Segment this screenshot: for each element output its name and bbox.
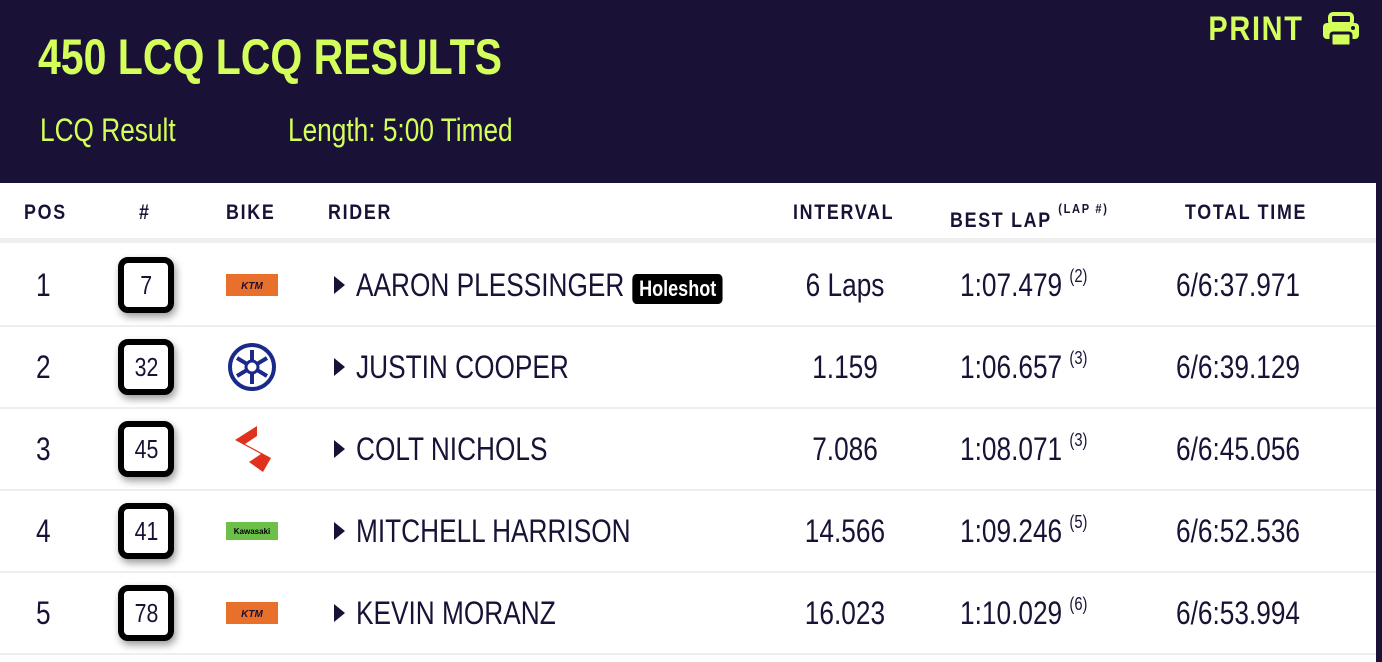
interval: 6 Laps bbox=[805, 266, 885, 303]
rider-number: 78 bbox=[118, 585, 174, 641]
best-lap: 1:07.479 (2) bbox=[960, 266, 1088, 303]
caret-right-icon bbox=[334, 358, 345, 376]
rider-cell[interactable]: JUSTIN COOPER bbox=[332, 327, 616, 407]
holeshot-badge: Holeshot bbox=[632, 273, 723, 304]
best-lap-label: BEST LAP bbox=[950, 209, 1052, 232]
svg-text:KTM: KTM bbox=[241, 281, 263, 292]
total-time: 6/6:37.971 bbox=[1176, 266, 1301, 303]
best-lap-number: (5) bbox=[1069, 512, 1088, 532]
best-lap: 1:08.071 (3) bbox=[960, 430, 1088, 467]
col-total-time: TOTAL TIME bbox=[1185, 201, 1308, 224]
interval: 7.086 bbox=[812, 430, 878, 467]
col-pos: POS bbox=[24, 201, 67, 224]
col-rider: RIDER bbox=[328, 201, 393, 224]
rider-name-link[interactable]: MITCHELL HARRISON bbox=[356, 512, 631, 549]
rider-number: 7 bbox=[118, 257, 174, 313]
position: 1 bbox=[36, 266, 51, 303]
rider-number: 45 bbox=[118, 421, 174, 477]
suzuki-logo-icon bbox=[235, 426, 271, 472]
bike-logo bbox=[224, 409, 280, 489]
rider-cell[interactable]: COLT NICHOLS bbox=[332, 409, 590, 489]
kawasaki-logo-icon: Kawasaki bbox=[226, 522, 278, 540]
page-edge bbox=[1376, 0, 1382, 662]
col-interval: INTERVAL bbox=[793, 201, 895, 224]
page-title: 450 LCQ LCQ RESULTS bbox=[38, 29, 502, 85]
printer-icon bbox=[1323, 11, 1359, 47]
ktm-logo-icon: KTM bbox=[226, 274, 278, 296]
total-time: 6/6:45.056 bbox=[1176, 430, 1301, 467]
rider-number: 41 bbox=[118, 503, 174, 559]
race-length: Length: 5:00 Timed bbox=[288, 112, 513, 148]
bike-logo bbox=[224, 327, 280, 407]
ktm-logo-icon: KTM bbox=[226, 602, 278, 624]
col-best-lap: BEST LAP (LAP #) bbox=[950, 201, 1109, 233]
best-lap: 1:06.657 (3) bbox=[960, 348, 1088, 385]
rider-cell[interactable]: KEVIN MORANZ bbox=[332, 573, 600, 653]
bike-logo: KTM bbox=[224, 245, 280, 325]
total-time: 6/6:53.994 bbox=[1176, 594, 1301, 631]
rider-number: 32 bbox=[118, 339, 174, 395]
position: 4 bbox=[36, 512, 51, 549]
table-row: 1 7 KTM AARON PLESSINGER Holeshot 6 Laps … bbox=[0, 245, 1376, 327]
table-row: 4 41 Kawasaki MITCHELL HARRISON 14.566 1… bbox=[0, 491, 1376, 573]
caret-right-icon bbox=[334, 276, 345, 294]
col-number: # bbox=[139, 201, 151, 224]
rider-name-link[interactable]: JUSTIN COOPER bbox=[356, 348, 569, 385]
table-row: 2 32 JUSTIN COOPER 1.159 1:06.657 (3) 6/… bbox=[0, 327, 1376, 409]
rider-cell[interactable]: AARON PLESSINGER Holeshot bbox=[332, 245, 803, 325]
bike-logo: Kawasaki bbox=[224, 491, 280, 571]
results-header: 450 LCQ LCQ RESULTS LCQ Result Length: 5… bbox=[0, 0, 1376, 183]
yamaha-logo-icon bbox=[228, 343, 276, 391]
lap-number-label: (LAP #) bbox=[1058, 201, 1109, 216]
position: 2 bbox=[36, 348, 51, 385]
position: 3 bbox=[36, 430, 51, 467]
interval: 1.159 bbox=[812, 348, 878, 385]
svg-text:Kawasaki: Kawasaki bbox=[234, 527, 270, 536]
position: 5 bbox=[36, 594, 51, 631]
total-time: 6/6:52.536 bbox=[1176, 512, 1301, 549]
result-type: LCQ Result bbox=[40, 112, 176, 148]
bike-logo: KTM bbox=[224, 573, 280, 653]
rider-name-link[interactable]: AARON PLESSINGER Holeshot bbox=[356, 267, 723, 304]
best-lap: 1:10.029 (6) bbox=[960, 594, 1088, 631]
col-bike: BIKE bbox=[226, 201, 276, 224]
best-lap-number: (2) bbox=[1069, 266, 1088, 286]
table-row: 3 45 COLT NICHOLS 7.086 1:08.071 (3) 6/6… bbox=[0, 409, 1376, 491]
interval: 14.566 bbox=[804, 512, 886, 549]
print-button[interactable]: PRINT bbox=[1200, 10, 1360, 49]
print-label: PRINT bbox=[1208, 10, 1304, 48]
best-lap-number: (3) bbox=[1069, 348, 1088, 368]
rider-cell[interactable]: MITCHELL HARRISON bbox=[332, 491, 691, 571]
table-header: POS # BIKE RIDER INTERVAL BEST LAP (LAP … bbox=[0, 183, 1376, 243]
rider-name-link[interactable]: KEVIN MORANZ bbox=[356, 594, 556, 631]
caret-right-icon bbox=[334, 604, 345, 622]
caret-right-icon bbox=[334, 522, 345, 540]
caret-right-icon bbox=[334, 440, 345, 458]
best-lap-number: (3) bbox=[1069, 430, 1088, 450]
rider-name-link[interactable]: COLT NICHOLS bbox=[356, 430, 548, 467]
best-lap: 1:09.246 (5) bbox=[960, 512, 1088, 549]
best-lap-number: (6) bbox=[1069, 594, 1088, 614]
interval: 16.023 bbox=[804, 594, 886, 631]
table-row: 5 78 KTM KEVIN MORANZ 16.023 1:10.029 (6… bbox=[0, 573, 1376, 655]
svg-text:KTM: KTM bbox=[241, 609, 263, 620]
total-time: 6/6:39.129 bbox=[1176, 348, 1301, 385]
